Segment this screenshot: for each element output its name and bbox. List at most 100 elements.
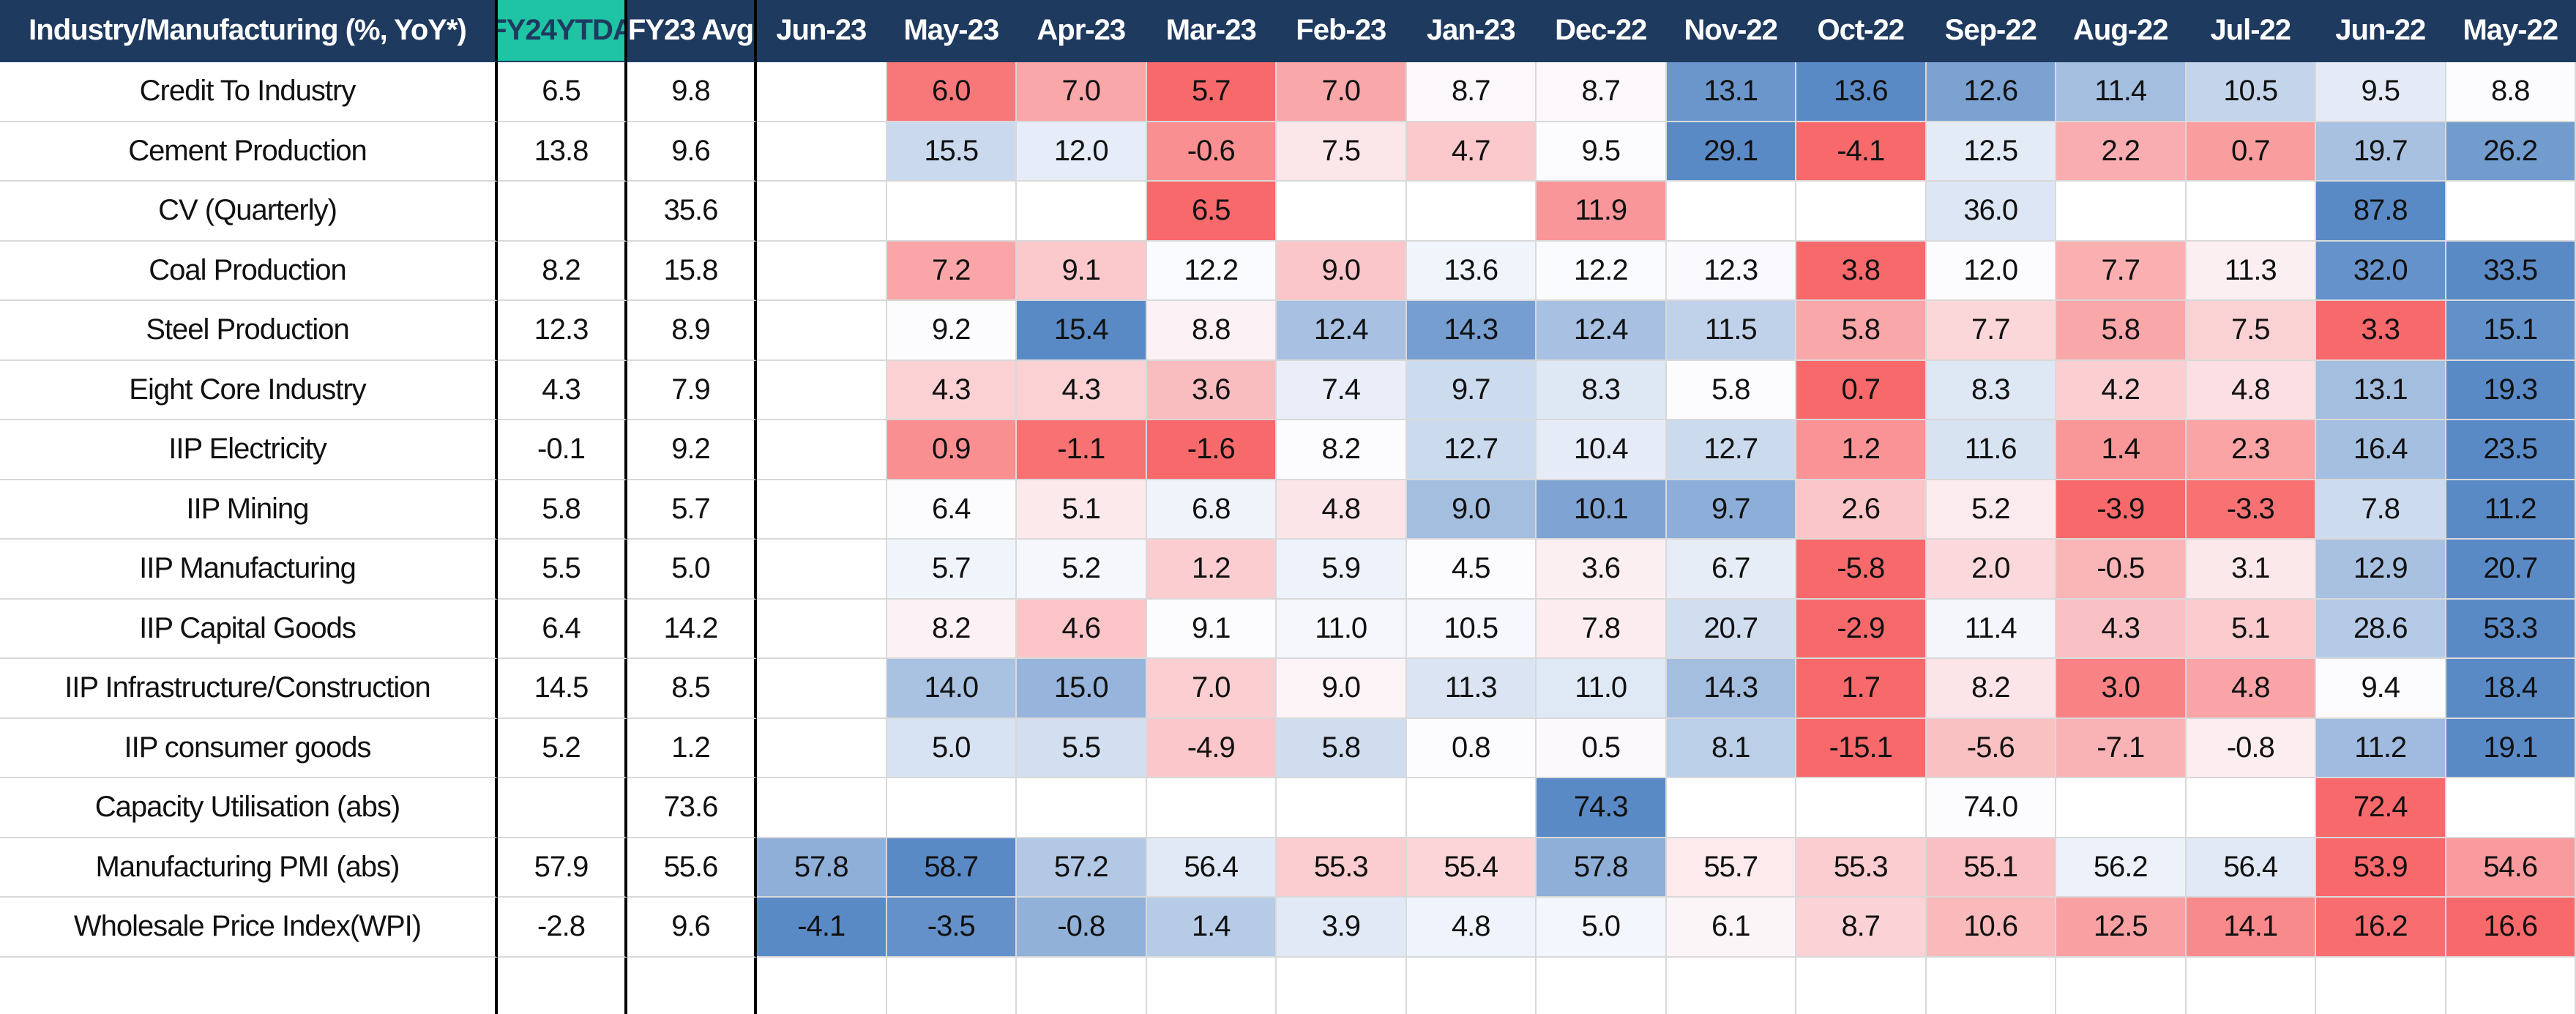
- value-cell: 12.7: [1666, 420, 1796, 480]
- value-cell: 9.4: [2316, 659, 2446, 719]
- empty-cell: [757, 241, 887, 301]
- value-cell: 13.6: [1406, 241, 1537, 301]
- value-cell: 57.2: [1017, 838, 1147, 898]
- value-cell: 5.2: [498, 718, 627, 778]
- column-header: Oct-22: [1796, 0, 1927, 62]
- column-header: Jun-23: [757, 0, 887, 62]
- value-cell: 12.3: [498, 301, 627, 361]
- column-header: Dec-22: [1537, 0, 1667, 62]
- blank-cell: [498, 957, 627, 1014]
- value-cell: 0.8: [1406, 718, 1537, 778]
- value-cell: 6.7: [1666, 540, 1796, 600]
- column-header: Sep-22: [1926, 0, 2056, 62]
- empty-cell: [757, 62, 887, 122]
- empty-cell: [886, 778, 1017, 838]
- value-cell: 12.2: [1146, 241, 1277, 301]
- value-cell: 12.3: [1666, 241, 1796, 301]
- value-cell: 4.2: [2056, 360, 2187, 420]
- value-cell: 15.5: [886, 122, 1017, 182]
- value-cell: 74.0: [1926, 778, 2056, 838]
- value-cell: -0.6: [1146, 122, 1277, 182]
- value-cell: 3.6: [1146, 360, 1277, 420]
- row-label: IIP consumer goods: [0, 718, 498, 778]
- value-cell: 55.7: [1666, 838, 1796, 898]
- value-cell: 12.5: [2056, 898, 2187, 958]
- value-cell: 12.9: [2316, 540, 2446, 600]
- value-cell: 16.4: [2316, 420, 2446, 480]
- value-cell: 10.4: [1537, 420, 1667, 480]
- value-cell: 7.0: [1277, 62, 1407, 122]
- value-cell: 56.2: [2056, 838, 2187, 898]
- value-cell: 29.1: [1666, 122, 1796, 182]
- value-cell: 9.0: [1277, 659, 1407, 719]
- value-cell: 57.9: [498, 838, 627, 898]
- row-label: Steel Production: [0, 301, 498, 361]
- value-cell: 4.8: [1277, 480, 1407, 540]
- value-cell: 8.2: [886, 599, 1017, 659]
- value-cell: 11.3: [2186, 241, 2316, 301]
- value-cell: 6.1: [1666, 898, 1796, 958]
- empty-cell: [2056, 778, 2187, 838]
- column-header: May-22: [2446, 0, 2576, 62]
- blank-cell: [1927, 957, 2056, 1014]
- empty-cell: [1017, 778, 1147, 838]
- value-cell: 3.0: [2056, 659, 2187, 719]
- empty-cell: [886, 182, 1017, 242]
- value-cell: 35.6: [627, 182, 757, 242]
- empty-cell: [1406, 778, 1537, 838]
- column-header: Apr-23: [1017, 0, 1147, 62]
- value-cell: 8.3: [1926, 360, 2056, 420]
- value-cell: 5.2: [1926, 480, 2056, 540]
- value-cell: 5.8: [2056, 301, 2187, 361]
- blank-cell: [2446, 957, 2576, 1014]
- empty-cell: [757, 659, 887, 719]
- value-cell: 7.5: [1277, 122, 1407, 182]
- value-cell: 4.3: [498, 360, 627, 420]
- value-cell: 55.3: [1277, 838, 1407, 898]
- empty-cell: [757, 301, 887, 361]
- value-cell: -3.9: [2056, 480, 2187, 540]
- value-cell: 14.5: [498, 659, 627, 719]
- empty-cell: [2186, 182, 2316, 242]
- value-cell: 11.2: [2446, 480, 2576, 540]
- value-cell: 16.6: [2446, 898, 2576, 958]
- value-cell: 2.0: [1926, 540, 2056, 600]
- value-cell: 13.1: [1666, 62, 1796, 122]
- empty-cell: [757, 420, 887, 480]
- value-cell: -3.5: [886, 898, 1017, 958]
- value-cell: 0.7: [2186, 122, 2316, 182]
- value-cell: 8.8: [1146, 301, 1277, 361]
- value-cell: 5.1: [2186, 599, 2316, 659]
- value-cell: 58.7: [886, 838, 1017, 898]
- column-header: Jun-22: [2316, 0, 2446, 62]
- value-cell: 55.1: [1926, 838, 2056, 898]
- value-cell: 13.6: [1796, 62, 1927, 122]
- value-cell: 7.4: [1277, 360, 1407, 420]
- empty-cell: [1277, 778, 1407, 838]
- value-cell: 5.7: [627, 480, 757, 540]
- value-cell: 10.6: [1926, 898, 2056, 958]
- value-cell: 19.7: [2316, 122, 2446, 182]
- empty-cell: [757, 360, 887, 420]
- value-cell: 20.7: [1666, 599, 1796, 659]
- value-cell: -0.1: [498, 420, 627, 480]
- value-cell: 10.5: [1406, 599, 1537, 659]
- row-label: IIP Capital Goods: [0, 599, 498, 659]
- value-cell: 4.8: [2186, 659, 2316, 719]
- value-cell: 11.4: [2056, 62, 2187, 122]
- blank-cell: [1147, 957, 1277, 1014]
- value-cell: 28.6: [2316, 599, 2446, 659]
- value-cell: 5.9: [1277, 540, 1407, 600]
- row-label: Capacity Utilisation (abs): [0, 778, 498, 838]
- value-cell: 5.5: [1017, 718, 1147, 778]
- row-label: Coal Production: [0, 241, 498, 301]
- value-cell: 5.8: [498, 480, 627, 540]
- value-cell: 9.2: [627, 420, 757, 480]
- value-cell: 54.6: [2446, 838, 2576, 898]
- row-label: Wholesale Price Index(WPI): [0, 898, 498, 958]
- value-cell: 8.2: [1277, 420, 1407, 480]
- value-cell: 12.7: [1406, 420, 1537, 480]
- value-cell: 8.7: [1406, 62, 1537, 122]
- value-cell: 10.5: [2186, 62, 2316, 122]
- value-cell: 12.0: [1017, 122, 1147, 182]
